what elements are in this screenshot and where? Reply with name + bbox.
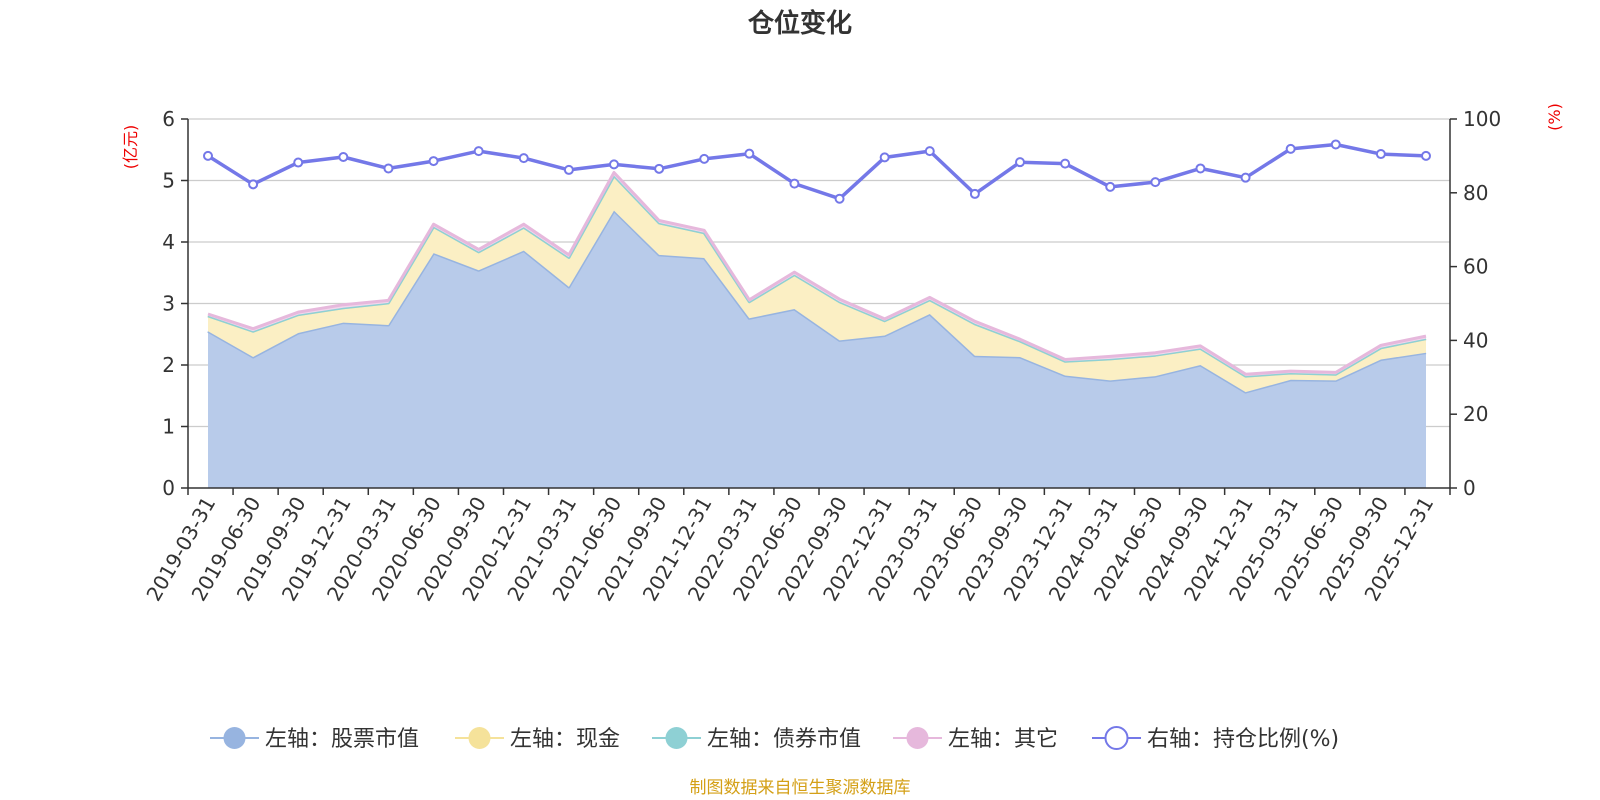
ratio-point-5 xyxy=(428,156,439,167)
right-tick-label-1: 20 xyxy=(1463,402,1488,426)
ratio-point-2 xyxy=(293,157,304,168)
ratio-point-1 xyxy=(248,179,259,190)
legend-marker-0 xyxy=(223,727,246,749)
ratio-point-4 xyxy=(383,163,394,174)
legend-label-2: 左轴：债券市值 xyxy=(707,727,861,752)
right-axis-unit: (%) xyxy=(1545,103,1564,131)
ratio-point-14 xyxy=(834,193,845,204)
ratio-line xyxy=(203,139,1431,204)
ratio-point-13 xyxy=(789,178,800,189)
legend-marker-2 xyxy=(665,727,688,749)
data-source-note: 制图数据来自恒生聚源数据库 xyxy=(690,778,911,798)
ratio-point-11 xyxy=(699,153,710,164)
ratio-point-12 xyxy=(744,148,755,159)
stacked-areas xyxy=(207,171,1427,488)
ratio-point-20 xyxy=(1105,181,1116,192)
ratio-point-23 xyxy=(1240,172,1251,183)
ratio-point-8 xyxy=(563,164,574,175)
ratio-point-19 xyxy=(1060,158,1071,169)
right-tick-label-5: 100 xyxy=(1463,107,1501,131)
left-tick-label-0: 0 xyxy=(162,476,175,500)
left-tick-label-1: 1 xyxy=(162,415,175,439)
area-series-0 xyxy=(208,210,1426,488)
right-tick-label-2: 40 xyxy=(1463,328,1488,352)
ratio-point-26 xyxy=(1375,149,1386,160)
legend-label-1: 左轴：现金 xyxy=(510,727,620,752)
legend-label-0: 左轴：股票市值 xyxy=(265,727,419,752)
legend-label-4: 右轴：持仓比例(%) xyxy=(1147,727,1339,752)
legend-marker-3 xyxy=(906,727,929,749)
ratio-point-27 xyxy=(1421,150,1431,161)
ratio-point-10 xyxy=(654,163,665,174)
ratio-point-16 xyxy=(924,146,935,157)
left-tick-label-5: 5 xyxy=(162,169,175,193)
left-axis-unit: (亿元) xyxy=(121,125,140,170)
ratio-point-6 xyxy=(473,146,484,157)
ratio-point-15 xyxy=(879,152,890,163)
left-tick-label-4: 4 xyxy=(162,230,175,254)
ratio-point-9 xyxy=(609,159,619,170)
ratio-point-0 xyxy=(203,150,213,161)
ratio-point-17 xyxy=(969,188,980,199)
left-tick-label-6: 6 xyxy=(162,107,175,131)
left-tick-label-3: 3 xyxy=(162,292,175,316)
ratio-point-21 xyxy=(1150,177,1161,188)
legend-marker-1 xyxy=(468,727,491,749)
ratio-point-22 xyxy=(1195,163,1206,174)
right-tick-label-3: 60 xyxy=(1463,255,1488,279)
legend-label-3: 左轴：其它 xyxy=(948,727,1058,752)
area-edge-series-3 xyxy=(207,171,1427,376)
legend: 左轴：股票市值 左轴：现金 左轴：债券市值 左轴：其它 右轴：持仓比例(%) xyxy=(210,726,1339,752)
ratio-point-7 xyxy=(518,153,529,164)
right-tick-label-4: 80 xyxy=(1463,181,1488,205)
chart-title: 仓位变化 xyxy=(747,8,852,39)
ratio-line-path xyxy=(207,142,1427,201)
legend-marker-4 xyxy=(1104,726,1129,750)
ratio-point-3 xyxy=(338,152,349,163)
ratio-point-24 xyxy=(1285,143,1296,154)
right-tick-label-0: 0 xyxy=(1463,476,1476,500)
ratio-point-25 xyxy=(1330,139,1341,150)
ratio-point-18 xyxy=(1015,157,1025,168)
left-tick-label-2: 2 xyxy=(162,353,175,377)
